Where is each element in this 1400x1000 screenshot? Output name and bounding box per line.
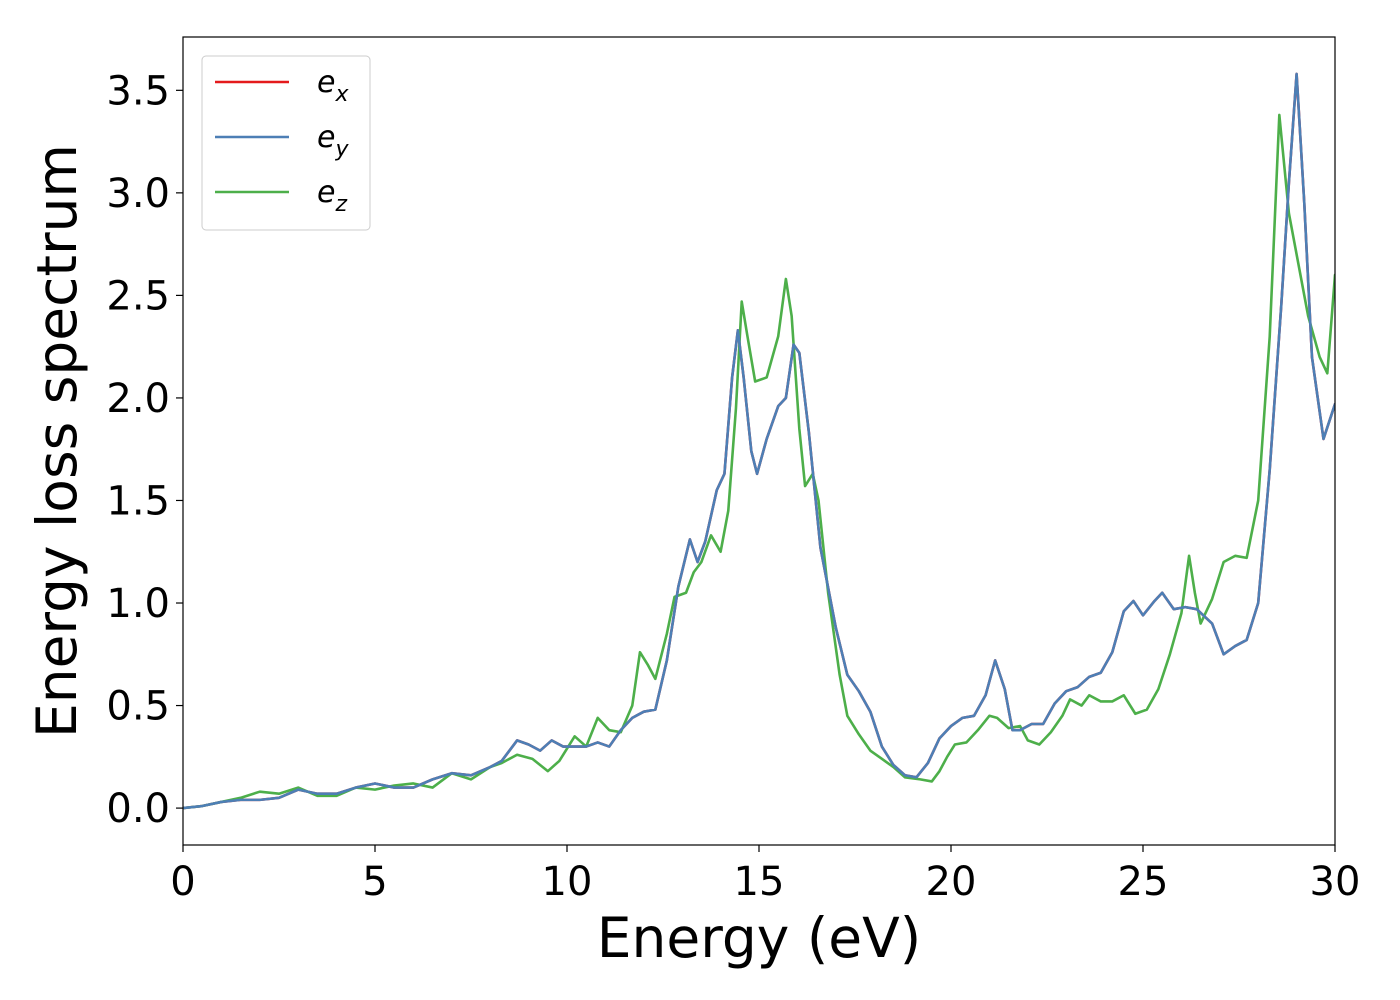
- y-tick-label: 2.5: [106, 273, 170, 319]
- series-layer: [183, 72, 1335, 810]
- y-tick-label: 3.0: [106, 171, 170, 217]
- x-tick-label: 5: [362, 859, 387, 905]
- legend: ex ey ez: [201, 55, 371, 231]
- x-tick-label: 15: [734, 859, 785, 905]
- y-axis-title: Energy loss spectrum: [25, 144, 89, 738]
- y-tick-label: 1.0: [106, 581, 170, 627]
- y-tick-label: 1.5: [106, 478, 170, 524]
- legend-entries: ex ey ez: [215, 65, 349, 217]
- legend-box: [201, 55, 371, 231]
- y-tick-label: 2.0: [106, 376, 170, 422]
- legend-label-e-x: ex: [317, 65, 349, 107]
- y-tick-label: 0.0: [106, 786, 170, 832]
- x-tick-label: 25: [1118, 859, 1169, 905]
- x-axis-title: Energy (eV): [597, 906, 921, 970]
- legend-label-e-y: ey: [317, 120, 349, 162]
- x-axis-ticks: 0 5 10 15 20 25 30: [170, 845, 1360, 905]
- y-tick-label: 3.5: [106, 68, 170, 114]
- legend-label-e-z: ez: [317, 175, 347, 217]
- x-tick-label: 0: [170, 859, 195, 905]
- series-line-e-y: [183, 72, 1335, 810]
- y-tick-label: 0.5: [106, 684, 170, 730]
- x-tick-label: 10: [542, 859, 593, 905]
- x-tick-label: 30: [1310, 859, 1361, 905]
- x-tick-label: 20: [926, 859, 977, 905]
- y-axis-ticks: 0.0 0.5 1.0 1.5 2.0 2.5 3.0 3.5: [106, 68, 183, 832]
